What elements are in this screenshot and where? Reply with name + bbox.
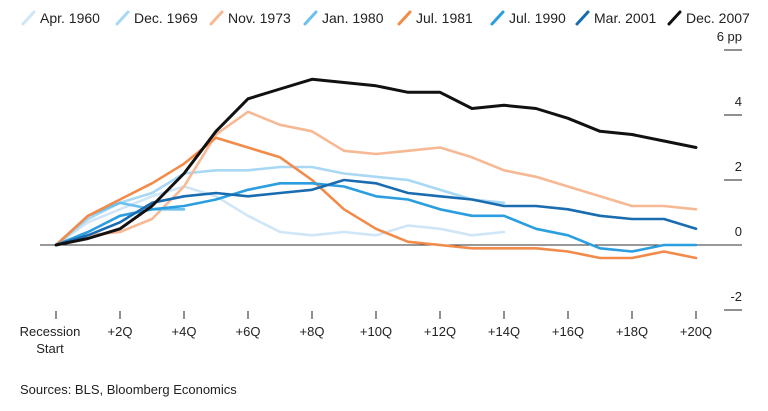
x-tick-label: +10Q: [360, 324, 392, 339]
legend-swatch: [667, 10, 682, 26]
legend-item: Dec. 1969: [115, 10, 198, 26]
y-axis: -2 0 2 4 6 pp: [717, 29, 742, 304]
legend-swatch: [21, 10, 36, 26]
x-tick-label: +4Q: [172, 324, 197, 339]
y-tick-label: 6 pp: [717, 29, 742, 44]
x-tick-label: +14Q: [488, 324, 520, 339]
series-line-jul-1981: [54, 136, 698, 260]
y-tick-label: -2: [730, 289, 742, 304]
legend-swatch: [209, 10, 224, 26]
y-tick-label: 2: [735, 159, 742, 174]
x-tick-label: +12Q: [424, 324, 456, 339]
legend-item: Jul. 1981: [397, 10, 473, 26]
series-lines: [54, 77, 698, 260]
legend-swatch: [397, 10, 412, 26]
legend-label: Dec. 2007: [686, 10, 750, 26]
y-tick-label: 0: [735, 224, 742, 239]
series-line-dec-1969: [54, 165, 506, 247]
series-line-dec-2007: [54, 77, 698, 247]
legend-swatch: [115, 10, 130, 26]
legend-label: Jul. 1981: [416, 10, 473, 26]
x-tick-label: +2Q: [108, 324, 133, 339]
legend-swatch: [303, 10, 318, 26]
legend-item: Jan. 1980: [303, 10, 384, 26]
x-tick-label: +8Q: [300, 324, 325, 339]
x-tick-label: +20Q: [680, 324, 712, 339]
legend-item: Dec. 2007: [667, 10, 750, 26]
legend-label: Apr. 1960: [40, 10, 100, 26]
legend-label: Nov. 1973: [228, 10, 291, 26]
legend-label: Mar. 2001: [594, 10, 656, 26]
legend-label: Jan. 1980: [322, 10, 384, 26]
legend-item: Nov. 1973: [209, 10, 291, 26]
x-tick-label: Start: [36, 341, 64, 356]
y-tick-label: 4: [735, 94, 742, 109]
legend-label: Jul. 1990: [509, 10, 566, 26]
x-axis: Recession Start +2Q +4Q +6Q +8Q +10Q +12Q +14Q +1…: [20, 311, 712, 356]
source-note: Sources: BLS, Bloomberg Economics: [20, 382, 237, 397]
legend-swatch: [490, 10, 505, 26]
x-tick-label: Recession: [20, 324, 81, 339]
x-tick-label: +18Q: [616, 324, 648, 339]
legend-swatch: [575, 10, 590, 26]
series-line-mar-2001: [54, 178, 698, 247]
legend-label: Dec. 1969: [134, 10, 198, 26]
y-gridlines: [40, 49, 742, 311]
legend: Apr. 1960 Dec. 1969 Nov. 1973 Jan. 1980 Jul.…: [21, 10, 750, 26]
legend-item: Mar. 2001: [575, 10, 656, 26]
legend-item: Apr. 1960: [21, 10, 100, 26]
x-tick-label: +16Q: [552, 324, 584, 339]
x-tick-label: +6Q: [236, 324, 261, 339]
series-line-jul-1990: [54, 182, 698, 253]
legend-item: Jul. 1990: [490, 10, 566, 26]
